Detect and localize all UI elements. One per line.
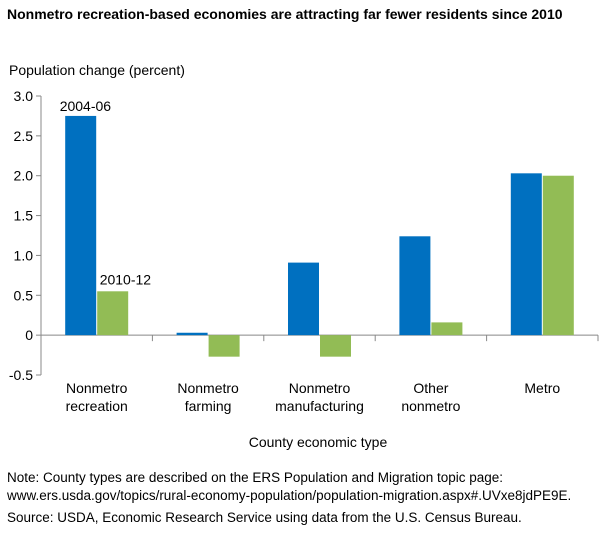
- chart-title: Nonmetro recreation-based economies are …: [7, 6, 563, 22]
- bar-2004-06-2: [288, 262, 319, 336]
- y-axis-label: Population change (percent): [9, 62, 185, 78]
- x-tick-label: Nonmetro: [66, 380, 128, 396]
- y-tick-label: 0: [25, 327, 33, 343]
- x-tick-label: Metro: [524, 380, 560, 396]
- y-tick-label: 1.5: [14, 208, 34, 224]
- x-tick-label: farming: [185, 398, 232, 414]
- note-line-1: Note: County types are described on the …: [7, 470, 504, 485]
- x-tick-label: recreation: [66, 398, 128, 414]
- bar-2004-06-0: [65, 115, 97, 336]
- bar-2010-12-3: [431, 322, 463, 336]
- bar-chart: 3.0 2.5 2.0 1.5 1.0 0.5 0 -0.5 2004-06 2010-12 Non…: [9, 88, 599, 450]
- bar-2004-06-1: [176, 332, 208, 336]
- source-line: Source: USDA, Economic Research Service …: [7, 510, 522, 525]
- series-label-2004-06: 2004-06: [60, 98, 112, 114]
- bar-2010-12-2: [320, 335, 351, 357]
- note-line-2: www.ers.usda.gov/topics/rural-economy-po…: [7, 488, 572, 503]
- x-tick-label: Other: [413, 380, 448, 396]
- y-tick-label: 3.0: [14, 88, 34, 104]
- y-tick-label: 2.5: [14, 128, 34, 144]
- y-tick-label: -0.5: [9, 367, 33, 383]
- x-tick-label: Nonmetro: [289, 380, 351, 396]
- bar-2004-06-4: [510, 173, 542, 336]
- x-axis-label: County economic type: [249, 434, 388, 450]
- series-label-2010-12: 2010-12: [100, 271, 152, 287]
- y-tick-label: 0.5: [14, 287, 34, 303]
- bar-2010-12-1: [208, 335, 240, 357]
- bar-2010-12-0: [97, 291, 129, 336]
- x-tick-label: nonmetro: [401, 398, 460, 414]
- x-tick-label: manufacturing: [275, 398, 364, 414]
- bar-2004-06-3: [399, 236, 431, 336]
- bar-2010-12-4: [542, 175, 574, 336]
- y-tick-label: 1.0: [14, 247, 34, 263]
- y-tick-label: 2.0: [14, 168, 34, 184]
- x-tick-label: Nonmetro: [177, 380, 239, 396]
